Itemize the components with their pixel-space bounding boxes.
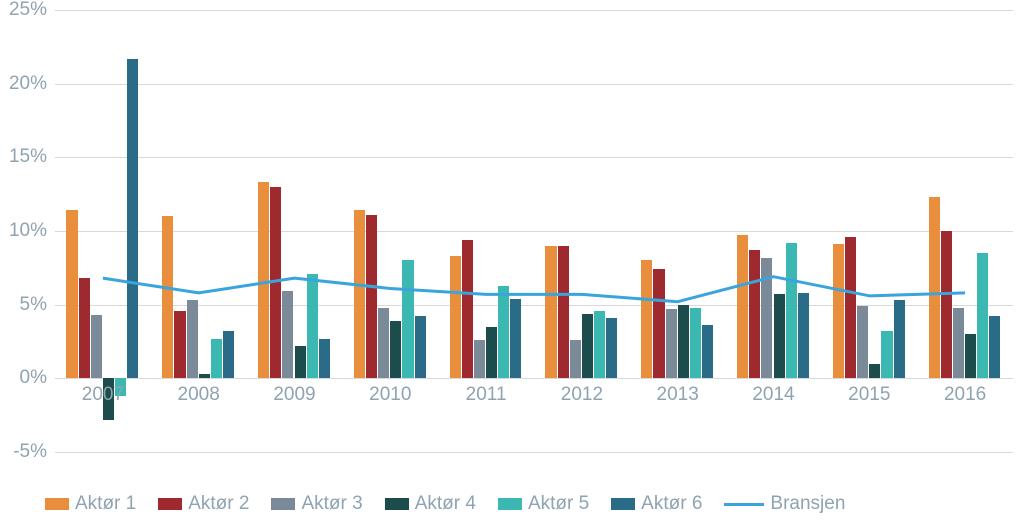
y-tick-label: 20% xyxy=(9,73,55,95)
legend-item: Aktør 6 xyxy=(611,493,702,515)
gridline xyxy=(55,452,1013,453)
y-tick-label: 5% xyxy=(20,294,55,316)
legend-item: Aktør 1 xyxy=(45,493,136,515)
legend-item: Aktør 3 xyxy=(271,493,362,515)
legend-label: Aktør 6 xyxy=(641,493,702,515)
legend-swatch xyxy=(158,498,182,510)
y-tick-label: 25% xyxy=(9,0,55,21)
legend-label: Aktør 2 xyxy=(188,493,249,515)
legend-item: Aktør 4 xyxy=(385,493,476,515)
line-overlay xyxy=(55,10,1013,452)
legend-label: Bransjen xyxy=(770,493,845,515)
legend-item: Aktør 5 xyxy=(498,493,589,515)
legend-swatch xyxy=(498,498,522,510)
chart-root: -5%0%5%10%15%20%25%200720082009201020112… xyxy=(0,0,1023,529)
legend-label: Aktør 1 xyxy=(75,493,136,515)
legend-item: Bransjen xyxy=(724,493,845,515)
legend-swatch xyxy=(271,498,295,510)
y-tick-label: -5% xyxy=(13,441,55,463)
legend-swatch xyxy=(611,498,635,510)
y-tick-label: 0% xyxy=(20,367,55,389)
legend: Aktør 1 Aktør 2 Aktør 3 Aktør 4 Aktør 5 Aktør… xyxy=(45,493,867,515)
y-tick-label: 15% xyxy=(9,146,55,168)
legend-swatch xyxy=(385,498,409,510)
plot-area: -5%0%5%10%15%20%25%200720082009201020112… xyxy=(55,10,1013,452)
legend-swatch xyxy=(45,498,69,510)
legend-label: Aktør 5 xyxy=(528,493,589,515)
legend-label: Aktør 4 xyxy=(415,493,476,515)
legend-line-swatch xyxy=(724,503,764,506)
legend-item: Aktør 2 xyxy=(158,493,249,515)
y-tick-label: 10% xyxy=(9,220,55,242)
line-series xyxy=(103,277,965,302)
legend-label: Aktør 3 xyxy=(301,493,362,515)
